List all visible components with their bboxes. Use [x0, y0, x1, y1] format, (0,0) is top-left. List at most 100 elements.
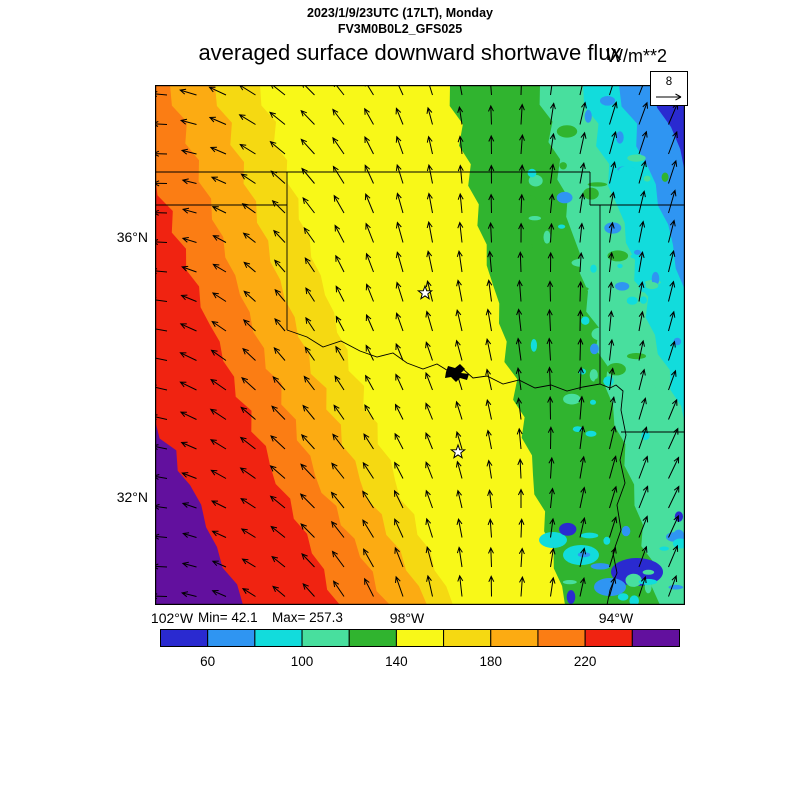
wind-arrow — [212, 263, 227, 273]
wind-arrow — [241, 587, 256, 597]
state-borders-layer — [155, 171, 685, 605]
colorbar-tick-label: 100 — [291, 654, 314, 669]
wind-arrow — [579, 85, 583, 96]
wind-arrow — [364, 85, 374, 96]
flux-speckle — [590, 264, 597, 273]
flux-speckle — [563, 393, 581, 405]
wind-arrow — [274, 288, 286, 302]
wind-arrow — [638, 545, 648, 568]
colorbar-segment — [631, 629, 681, 647]
wind-arrow — [331, 550, 345, 568]
wind-arrow — [638, 281, 645, 302]
wind-arrow — [395, 135, 404, 155]
wind-arrow — [180, 441, 197, 450]
wind-arrow — [607, 281, 614, 302]
wind-arrow — [579, 455, 586, 479]
flux-speckle — [566, 590, 576, 604]
wind-arrow — [457, 105, 464, 125]
wind-arrow — [240, 173, 256, 184]
wind-arrow — [155, 355, 168, 361]
wind-arrow — [455, 400, 463, 420]
flux-speckle — [614, 282, 630, 291]
wind-arrow — [332, 165, 345, 184]
wind-arrow — [668, 574, 678, 597]
wind-arrow — [242, 319, 256, 332]
flux-speckle — [521, 195, 537, 203]
wind-arrow — [579, 486, 587, 509]
wind-arrow — [425, 546, 433, 568]
wind-arrow — [300, 109, 315, 125]
wind-arrow — [302, 583, 315, 597]
wind-arrow — [241, 376, 256, 391]
wind-arrow — [363, 433, 374, 450]
wind-arrow — [241, 203, 256, 214]
map-svg — [155, 85, 685, 605]
wind-arrow — [457, 135, 464, 155]
wind-arrow — [305, 287, 315, 302]
wind-arrow — [609, 576, 617, 597]
flux-speckle — [617, 263, 623, 269]
flux-speckle — [583, 187, 599, 200]
wind-arrow — [456, 250, 463, 273]
wind-arrow — [180, 148, 197, 155]
wind-arrow — [579, 192, 586, 214]
colorbar-segment — [395, 629, 445, 647]
wind-arrow — [638, 485, 649, 509]
colorbar-tick-label: 140 — [385, 654, 408, 669]
wind-arrow — [546, 308, 553, 332]
flux-speckle — [617, 593, 629, 601]
wind-arrow — [426, 220, 433, 243]
flux-speckle — [590, 343, 599, 355]
wind-arrow — [394, 432, 404, 450]
wind-arrow — [425, 517, 433, 538]
wind-arrow — [155, 326, 168, 332]
city-star-marker — [449, 443, 467, 459]
colorbar-tick-label: 220 — [574, 654, 597, 669]
colorbar-svg: 60 100 140 180 220 — [160, 629, 681, 669]
flux-speckle — [627, 154, 646, 162]
wind-arrow — [210, 176, 227, 184]
lat-label-32n: 32°N — [116, 489, 148, 505]
wind-arrow — [365, 313, 374, 332]
wind-arrow — [547, 426, 554, 450]
wind-arrow — [365, 222, 374, 243]
wind-arrow — [362, 461, 374, 479]
flux-speckle — [577, 552, 591, 558]
wind-arrow — [395, 163, 404, 184]
wind-arrow — [181, 472, 197, 479]
wind-arrow — [240, 528, 256, 538]
wind-arrow — [364, 107, 374, 125]
wind-arrow — [577, 280, 584, 302]
wind-arrow — [365, 283, 374, 302]
wind-arrow — [577, 251, 584, 273]
wind-arrow — [577, 366, 584, 391]
wind-arrow — [425, 310, 433, 332]
wind-arrow — [364, 404, 374, 420]
flux-speckle — [539, 532, 567, 548]
wind-arrow — [638, 426, 648, 450]
wind-arrow — [609, 160, 617, 184]
wind-arrow — [579, 576, 586, 597]
wind-arrow — [243, 261, 256, 273]
wind-arrow — [271, 405, 286, 420]
wind-arrow — [488, 104, 494, 125]
wind-arrow — [211, 206, 227, 214]
wind-arrow — [668, 369, 677, 391]
flux-speckle — [643, 383, 656, 392]
wind-arrow — [211, 292, 227, 302]
wind-arrow — [608, 251, 615, 273]
flux-speckle — [543, 230, 551, 244]
lon-label-94w: 94°W — [598, 610, 634, 626]
wind-arrow — [519, 133, 525, 155]
wind-arrow — [270, 525, 286, 538]
wind-arrow — [273, 229, 286, 243]
flux-speckle — [625, 573, 642, 587]
wind-arrow — [547, 251, 554, 273]
wind-arrow — [180, 294, 197, 302]
wind-arrow — [426, 192, 433, 214]
wind-arrow — [549, 517, 556, 538]
wind-arrow — [609, 485, 618, 509]
wind-arrow — [488, 193, 495, 214]
wind-arrow — [488, 134, 495, 155]
